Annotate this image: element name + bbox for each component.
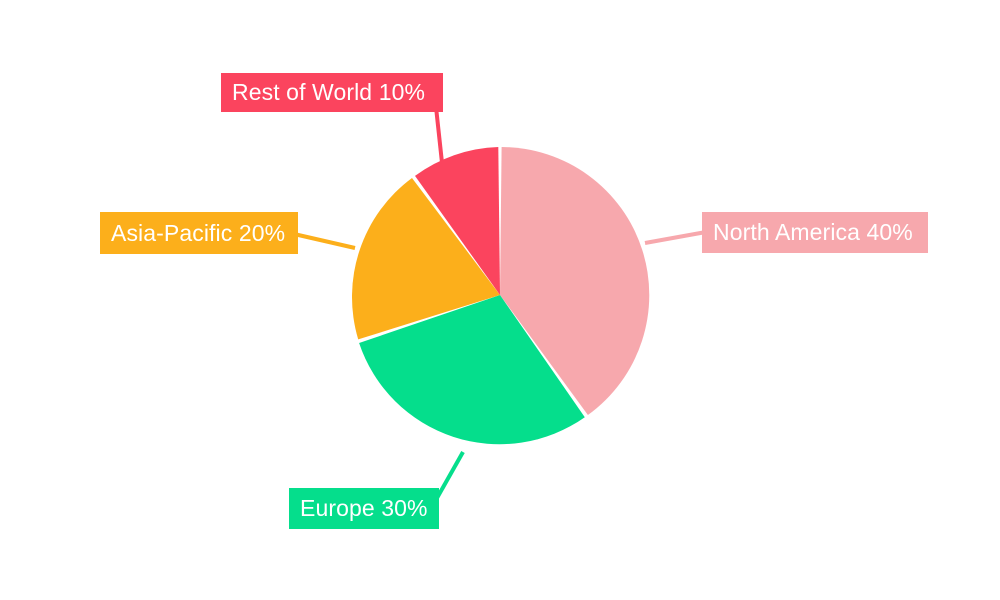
pie-slice-rest-of-world[interactable] — [415, 147, 500, 295]
pie-label-europe[interactable]: Europe 30% — [289, 488, 439, 529]
pie-label-north-america-text: North America 40% — [713, 219, 913, 245]
pie-label-rest-of-world[interactable]: Rest of World 10% — [221, 73, 443, 112]
pie-label-asia-pacific-text: Asia-Pacific 20% — [111, 219, 286, 246]
leader-line-north-america — [644, 230, 707, 245]
pie-label-rest-of-world-text: Rest of World 10% — [232, 79, 426, 105]
pie-label-north-america[interactable]: North America 40% — [702, 212, 928, 253]
pie-label-europe-text: Europe 30% — [300, 495, 428, 521]
leader-line-europe — [435, 451, 465, 499]
pie-slice-north-america[interactable] — [500, 147, 650, 415]
pie-label-asia-pacific[interactable]: Asia-Pacific 20% — [100, 212, 298, 254]
pie-slice-europe[interactable] — [359, 295, 585, 445]
leader-line-asia-pacific — [293, 232, 356, 250]
pie-slice-asia-pacific[interactable] — [351, 178, 500, 340]
